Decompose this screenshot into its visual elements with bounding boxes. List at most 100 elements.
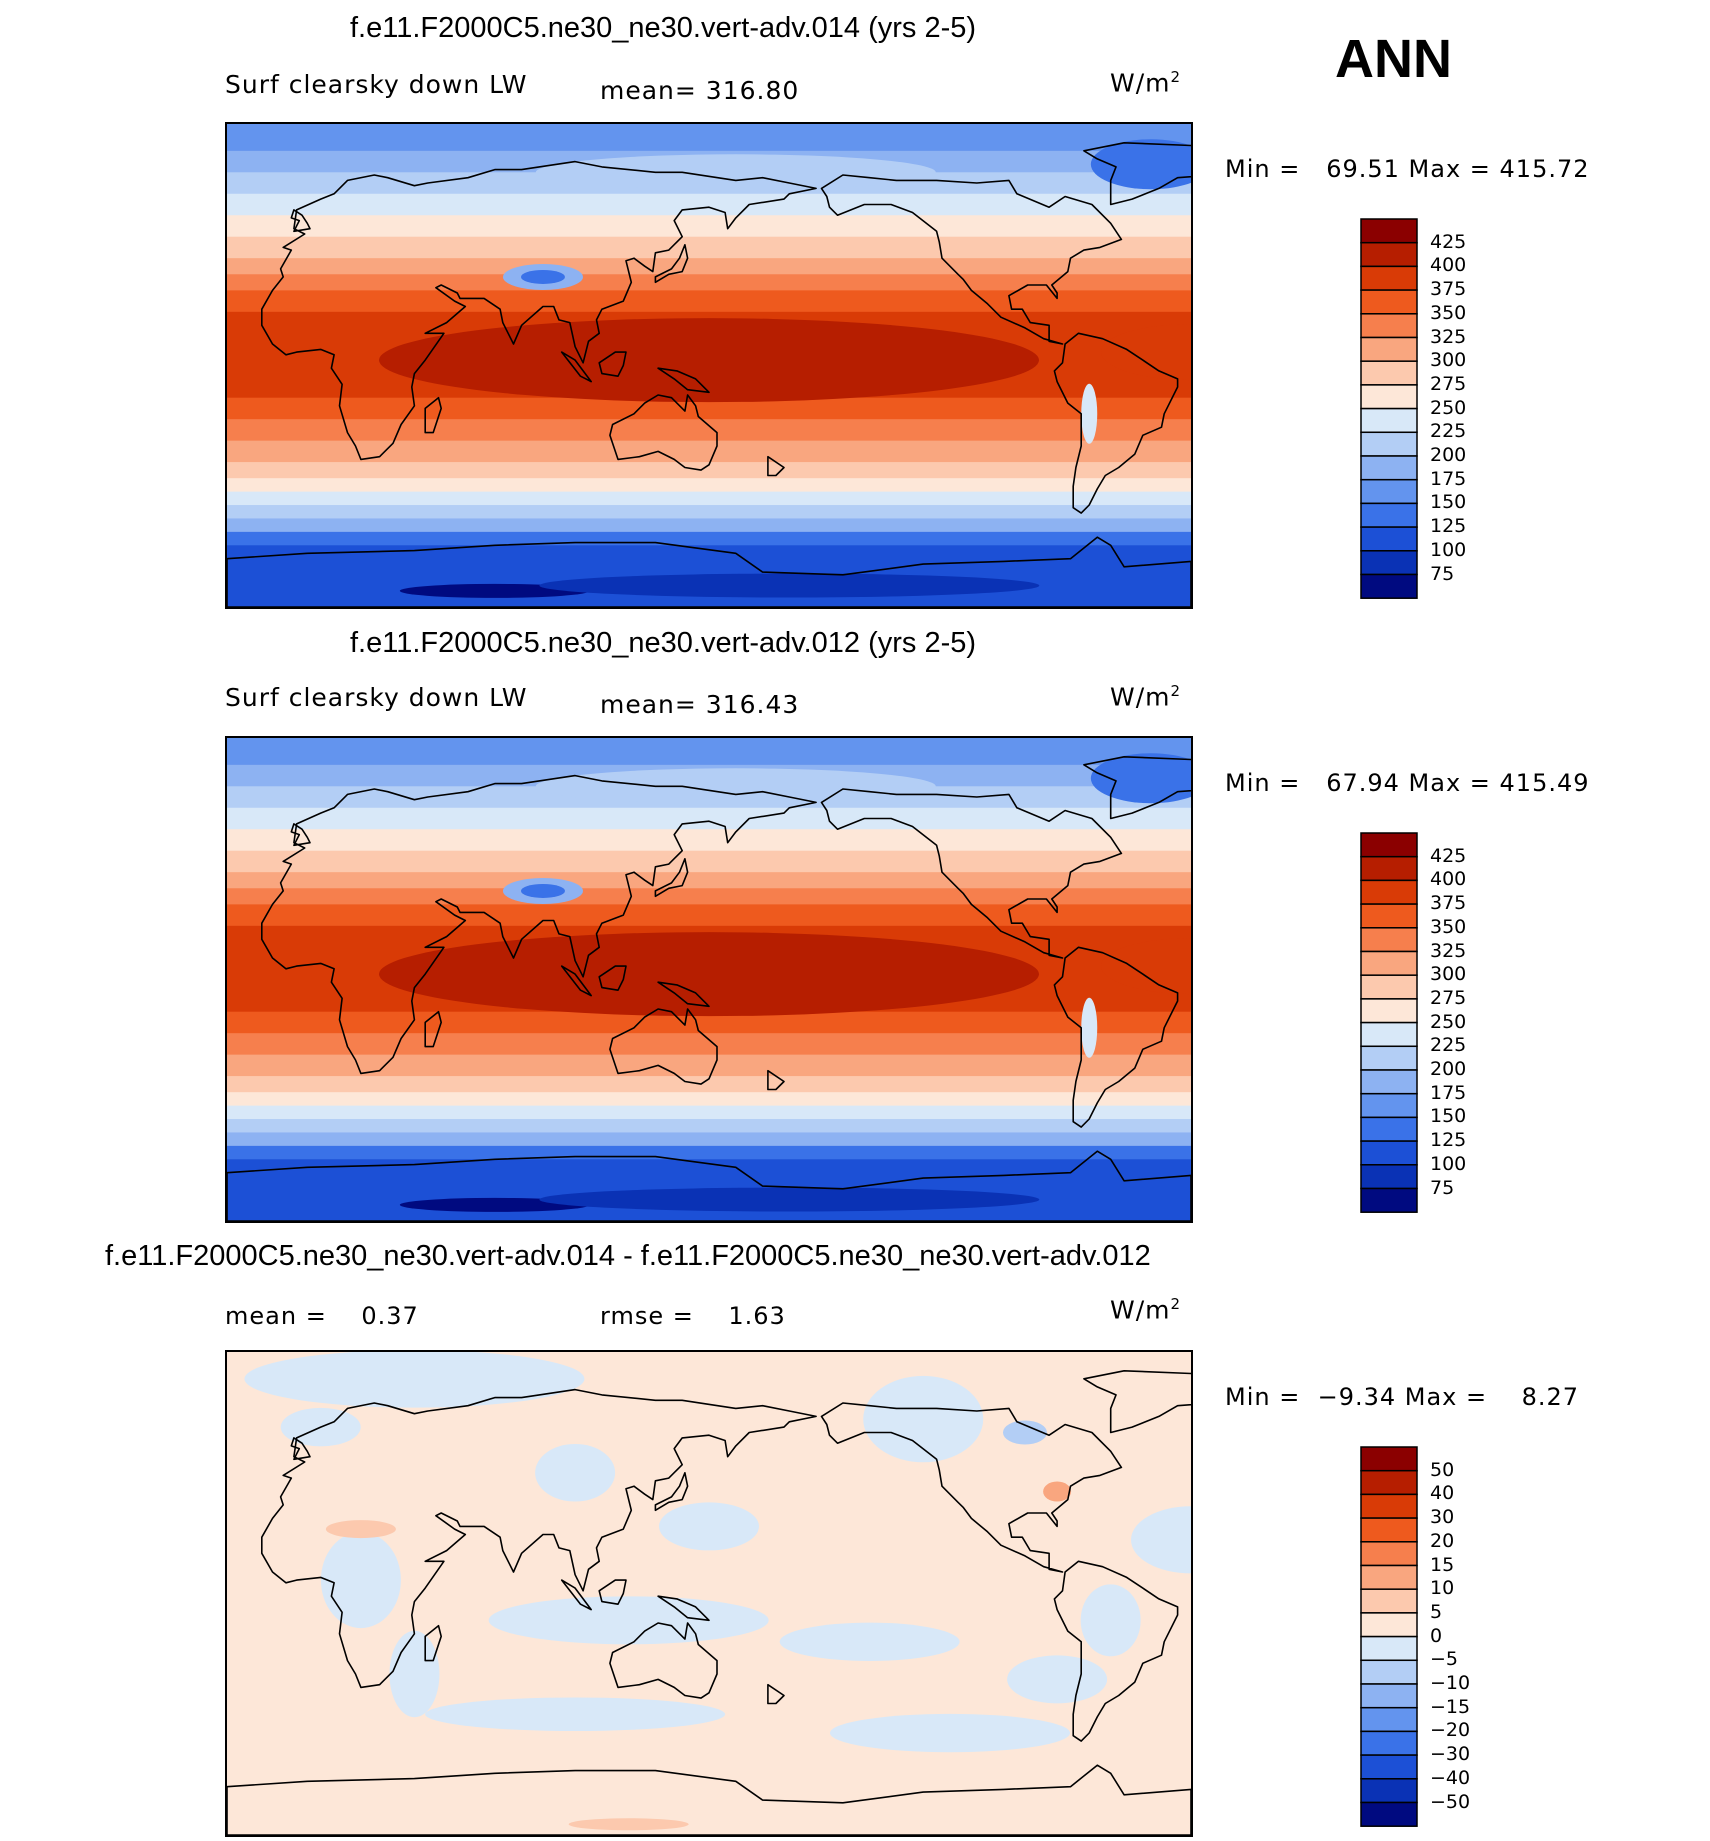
contour-band: [659, 1502, 759, 1551]
colorbar-tick-label: 275: [1430, 986, 1467, 1009]
colorbar-swatch: [1360, 573, 1418, 599]
colorbar-swatch: [1360, 950, 1418, 976]
colorbar-swatch: [1360, 879, 1418, 905]
contour-band: [227, 1132, 1191, 1147]
contour-band: [227, 904, 1191, 927]
panel-2-variable: Surf clearsky down LW: [225, 683, 528, 712]
coastline-europeAfrica: [261, 774, 817, 1075]
contour-band: [227, 440, 1191, 463]
colorbar-tick-label: 175: [1430, 467, 1467, 490]
contour-band: [227, 531, 1191, 546]
colorbar-tick-label: 125: [1430, 1129, 1467, 1152]
season-label: ANN: [1335, 29, 1452, 89]
contour-band: [379, 318, 1039, 403]
contour-band: [227, 215, 1191, 238]
coastline-borneo: [598, 965, 627, 991]
coastline-sumatra: [560, 1579, 592, 1611]
colorbar-tick-label: 100: [1430, 538, 1467, 561]
colorbar-tick-label: 40: [1430, 1482, 1455, 1505]
contour-band: [1043, 1481, 1072, 1502]
coastline-sumatra: [560, 351, 592, 383]
colorbar-tick-label: −5: [1430, 1648, 1459, 1671]
contour-band: [1007, 1655, 1108, 1704]
colorbar-swatch: [1360, 1116, 1418, 1142]
panel-1-minmax: Min = 69.51 Max = 415.72: [1225, 155, 1590, 183]
coastline-newguinea: [657, 981, 710, 1008]
contour-band: [227, 1033, 1191, 1056]
colorbar-tick-label: 350: [1430, 301, 1467, 324]
colorbar-swatch: [1360, 431, 1418, 457]
panel-1-mean: mean= 316.80: [600, 76, 800, 105]
panel-1-variable: Surf clearsky down LW: [225, 70, 528, 99]
colorbar-tick-label: 250: [1430, 1010, 1467, 1033]
contour-band: [389, 1630, 440, 1718]
coastline-australia: [609, 394, 718, 471]
contour-band: [379, 932, 1039, 1017]
colorbar-tick-label: 400: [1430, 868, 1467, 891]
panel-1-units: W/m2: [1110, 68, 1182, 98]
coastline-europeAfrica: [261, 1388, 817, 1689]
contour-band: [227, 397, 1191, 420]
coastline-uk: [290, 1437, 311, 1461]
contour-band: [227, 290, 1191, 313]
colorbar-tick-label: 5: [1430, 1600, 1443, 1623]
colorbar-swatch: [1360, 313, 1418, 339]
colorbar-tick-label: 100: [1430, 1152, 1467, 1175]
coastline-southAmerica: [1053, 1560, 1179, 1742]
coastline-northAmerica: [820, 174, 1123, 345]
colorbar-tick-label: 175: [1430, 1081, 1467, 1104]
coastline-japan: [654, 858, 689, 898]
colorbar-swatch: [1360, 1164, 1418, 1190]
contour-band: [1090, 753, 1191, 804]
contour-band: [227, 1076, 1191, 1093]
contour-band: [227, 850, 1191, 873]
panel-1-map: [225, 122, 1193, 609]
colorbar-tick-label: 250: [1430, 396, 1467, 419]
coastline-southAmerica: [1053, 332, 1179, 514]
colorbar-swatch: [1360, 1045, 1418, 1071]
colorbar-tick-label: 75: [1430, 1176, 1455, 1199]
coastline-newguinea: [657, 367, 710, 394]
contour-band: [830, 1713, 1070, 1753]
contour-band: [227, 258, 1191, 275]
coastline-greenland: [1083, 756, 1191, 820]
colorbar-tick-label: 0: [1430, 1624, 1443, 1647]
colorbar-swatch: [1360, 360, 1418, 386]
colorbar-tick-label: −50: [1430, 1790, 1471, 1813]
contour-band: [227, 518, 1191, 533]
contour-band: [1081, 997, 1098, 1058]
coastline-madagascar: [424, 396, 442, 434]
contour-band: [535, 154, 936, 191]
colorbar-swatch: [1360, 1706, 1418, 1733]
colorbar-swatch: [1360, 478, 1418, 505]
colorbar-tick-label: 325: [1430, 325, 1467, 348]
colorbar-tick-label: 375: [1430, 278, 1467, 301]
panel-3-minmax: Min = −9.34 Max = 8.27: [1225, 1383, 1580, 1411]
colorbar-tick-label: 150: [1430, 491, 1467, 514]
coastline-antarctica: [227, 536, 1191, 607]
colorbar-swatch: [1360, 974, 1418, 1000]
colorbar-tick-label: 15: [1430, 1553, 1455, 1576]
contour-band: [568, 1818, 689, 1831]
coastline-borneo: [598, 1579, 627, 1605]
colorbar-tick-label: 300: [1430, 349, 1467, 372]
colorbar-tick-label: 350: [1430, 915, 1467, 938]
colorbar-swatch: [1360, 927, 1418, 953]
colorbar-tick-label: 30: [1430, 1506, 1455, 1529]
contour-band: [1101, 938, 1191, 995]
contour-band: [244, 1352, 585, 1408]
contour-band: [535, 768, 936, 805]
contour-band: [227, 124, 1191, 152]
colorbar-tick-label: 225: [1430, 420, 1467, 443]
coastline-uk: [290, 209, 311, 233]
contour-band: [488, 1596, 769, 1645]
colorbar-swatch: [1360, 998, 1418, 1024]
colorbar-tick-label: 400: [1430, 254, 1467, 277]
contour-band: [227, 1054, 1191, 1077]
colorbar-tick-label: 20: [1430, 1529, 1455, 1552]
colorbar-swatch: [1360, 218, 1418, 244]
panel-3-map: [225, 1350, 1193, 1837]
coastline-australia: [609, 1622, 718, 1699]
colorbar-swatch: [1360, 1493, 1418, 1519]
colorbar-tick-label: −20: [1430, 1719, 1471, 1742]
